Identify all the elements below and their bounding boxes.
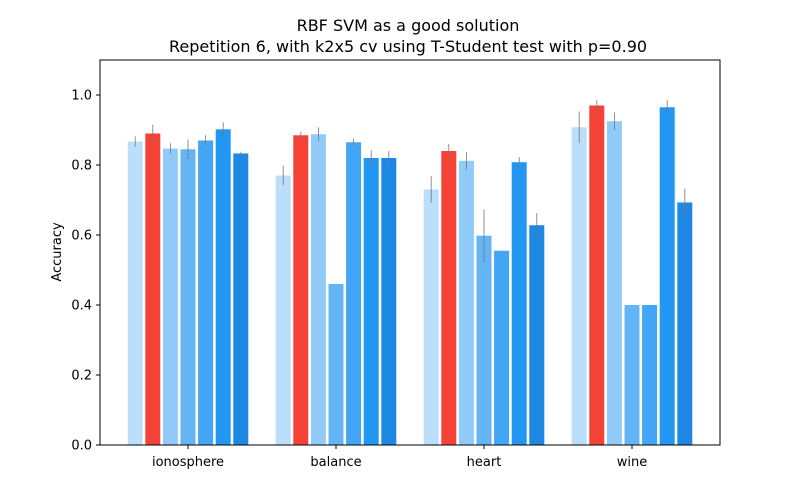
x-tick-label-ionosphere: ionosphere [152,455,224,470]
x-tick-label-heart: heart [467,455,502,470]
bar-ionosphere-6 [233,153,249,445]
bar-ionosphere-0 [127,141,143,446]
bar-heart-5 [511,162,527,445]
y-axis-label: Accuracy [50,222,65,282]
bar-ionosphere-4 [198,140,214,445]
bar-ionosphere-3 [180,149,196,445]
bar-balance-4 [346,142,362,445]
bar-wine-3 [624,305,640,445]
bar-balance-2 [310,134,326,445]
bar-heart-6 [529,225,545,445]
chart-subtitle: Repetition 6, with k2x5 cv using T-Stude… [169,37,647,56]
bar-ionosphere-2 [162,148,178,446]
bar-heart-4 [494,250,510,445]
bar-ionosphere-1 [145,133,161,445]
y-tick-label: 0.0 [71,439,92,454]
bar-heart-2 [458,160,474,446]
bar-balance-6 [381,158,397,445]
bar-balance-0 [275,175,291,445]
bar-wine-5 [659,107,675,445]
bar-wine-1 [589,105,605,445]
bar-heart-3 [476,235,492,445]
bar-wine-0 [571,127,587,445]
bar-balance-3 [328,284,344,445]
bar-heart-1 [441,151,457,445]
y-tick-label: 0.6 [71,229,92,244]
bars-layer [127,105,693,446]
bar-wine-4 [642,305,658,445]
bar-heart-0 [423,189,439,445]
bar-balance-1 [293,135,309,445]
y-tick-label: 0.8 [71,159,92,174]
x-tick-label-wine: wine [617,455,647,470]
y-tick-label: 0.2 [71,369,92,384]
bar-balance-5 [363,158,379,445]
y-tick-label: 1.0 [71,89,92,104]
bar-ionosphere-5 [215,129,231,446]
x-tick-label-balance: balance [310,455,361,470]
bar-wine-6 [677,202,693,445]
bar-wine-2 [606,121,622,445]
y-tick-label: 0.4 [71,299,92,314]
plot-frame [99,59,721,446]
error-bars-layer [134,100,686,262]
axes-layer: 0.0 0.2 0.4 0.6 0.8 1.0 ionosphere balance heart… [71,59,721,470]
chart-title: RBF SVM as a good solution [297,16,520,35]
